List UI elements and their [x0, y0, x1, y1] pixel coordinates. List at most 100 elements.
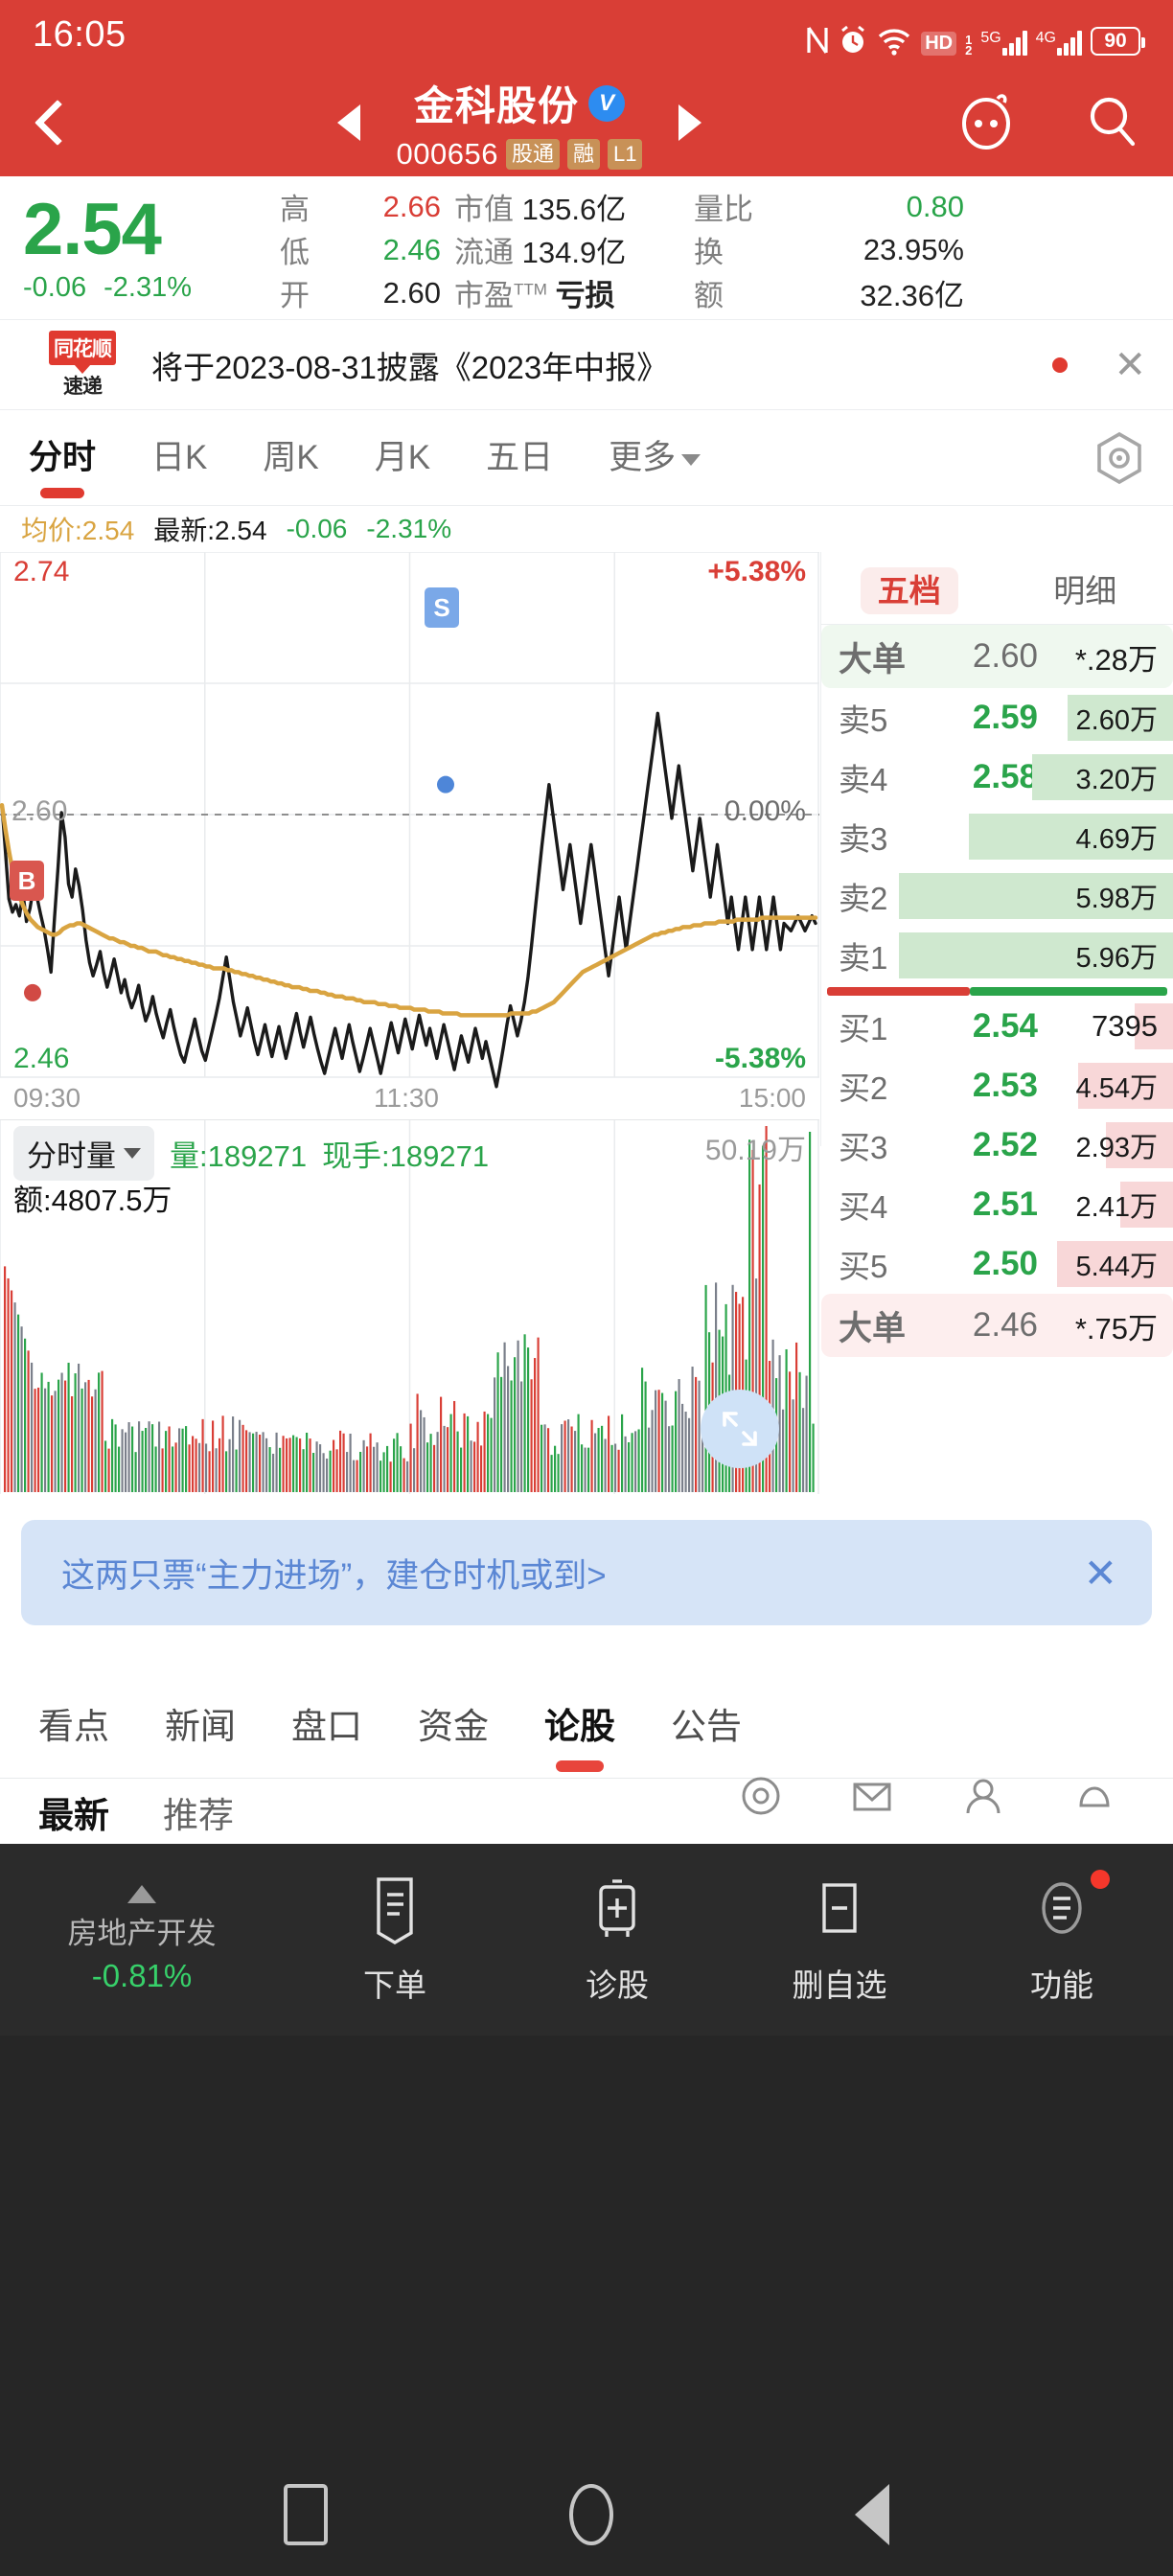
sell-row-1[interactable]: 卖1 2.55 5.96万 — [821, 926, 1173, 985]
tab-fiveday[interactable]: 五日 — [486, 439, 554, 476]
search-icon[interactable] — [1085, 94, 1138, 152]
sell-4-volume: 3.20万 — [1075, 765, 1158, 795]
tab-wudang[interactable]: 五档 — [821, 565, 998, 614]
remove-watchlist-button-label: 删自选 — [792, 1967, 887, 2003]
header-actions — [924, 91, 1173, 155]
buy-3-label: 买3 — [839, 1130, 888, 1165]
buy-2-volume: 4.54万 — [1075, 1073, 1158, 1104]
stat-value-high: 2.66 — [382, 189, 441, 223]
tab-weekk[interactable]: 周K — [263, 439, 319, 476]
chevron-left-icon — [34, 99, 81, 147]
wifi-icon — [876, 25, 912, 56]
sell-4-label: 卖4 — [839, 762, 888, 797]
sell-marker[interactable]: S — [425, 587, 459, 628]
buy-row-1[interactable]: 买1 2.54 7395 — [821, 997, 1173, 1056]
big-order-bottom[interactable]: 大单 2.46 *.75万 — [821, 1294, 1173, 1357]
buy-1-label: 买1 — [839, 1011, 888, 1046]
chevron-down-icon — [124, 1148, 141, 1159]
stat-row2-v2: 32.36亿 — [860, 279, 964, 312]
sector-name: 房地产开发 — [67, 1917, 217, 1950]
tab-xinwen[interactable]: 新闻 — [165, 1706, 236, 1746]
triangle-right-icon[interactable] — [678, 104, 702, 141]
buy-3-volume: 2.93万 — [1075, 1133, 1158, 1163]
bell-icon[interactable] — [1073, 1775, 1116, 1822]
tab-more[interactable]: 更多 — [609, 430, 702, 485]
close-icon[interactable]: ✕ — [1083, 1550, 1117, 1596]
sell-1-volume: 5.96万 — [1075, 943, 1158, 974]
tab-gonggao[interactable]: 公告 — [671, 1706, 742, 1746]
stock-title[interactable]: 金科股份 V 000656 股通 融 L1 — [397, 74, 643, 172]
buy-row-4[interactable]: 买4 2.51 2.41万 — [821, 1175, 1173, 1234]
alarm-icon — [839, 25, 867, 56]
big-order-top[interactable]: 大单 2.60 *.28万 — [821, 625, 1173, 688]
volume-max-label: 50.19万 — [704, 1135, 806, 1166]
chart-label-low-pct: -5.38% — [714, 1043, 806, 1074]
order-doc-icon — [377, 1877, 413, 1944]
settings-hex-icon[interactable] — [1094, 431, 1144, 485]
back-icon[interactable] — [855, 2484, 889, 2545]
person-icon[interactable] — [962, 1775, 1004, 1822]
robot-icon[interactable] — [959, 91, 1015, 155]
buy-2-label: 买2 — [839, 1070, 888, 1106]
volume-chart[interactable]: 分时量 量:189271 现手:189271 额:4807.5万 50.19万 — [0, 1119, 819, 1494]
tab-fenshi[interactable]: 分时 — [29, 430, 96, 485]
buy-row-2[interactable]: 买2 2.53 4.54万 — [821, 1056, 1173, 1116]
volume-bar — [1067, 695, 1173, 741]
close-icon[interactable]: ✕ — [1114, 343, 1146, 386]
intraday-chart[interactable]: 2.74 +5.38% 2.60 0.00% 2.46 -5.38% B S 0… — [0, 552, 819, 1119]
chart-label-low-price: 2.46 — [13, 1043, 70, 1074]
amount-label: 额:4807.5万 — [13, 1184, 172, 1217]
stat-row0-v1: 135.6亿 — [521, 193, 627, 226]
volume-type-chip[interactable]: 分时量 — [13, 1126, 154, 1181]
promo-banner[interactable]: 这两只票“主力进场”，建仓时机或到> ✕ — [21, 1520, 1152, 1625]
tab-monthk[interactable]: 月K — [374, 439, 431, 476]
buy-row-3[interactable]: 买3 2.52 2.93万 — [821, 1116, 1173, 1175]
home-icon[interactable] — [569, 2484, 613, 2545]
sell-5-volume: 2.60万 — [1075, 705, 1158, 736]
big-order-top-price: 2.60 — [972, 637, 1038, 675]
expand-icon[interactable] — [701, 1390, 779, 1468]
diagnose-button[interactable]: 诊股 — [506, 1874, 728, 2006]
stat-label-high: 高 — [280, 193, 310, 226]
functions-button[interactable]: 功能 — [951, 1870, 1173, 2006]
notice-bar[interactable]: 同花顺 速递 将于2023-08-31披露《2023年中报》 ✕ — [0, 320, 1173, 410]
sector-indicator[interactable]: 房地产开发 -0.81% — [0, 1885, 284, 1994]
quote-stats-grid: 高 2.66 市值 135.6亿 量比 0.80 低 2.46 流通 134.9… — [280, 185, 1156, 314]
sell-row-2[interactable]: 卖2 2.56 5.98万 — [821, 866, 1173, 926]
sell-1-label: 卖1 — [839, 940, 888, 976]
sell-row-4[interactable]: 卖4 2.58 3.20万 — [821, 748, 1173, 807]
ths-logo: 同花顺 速递 — [34, 330, 130, 400]
mail-icon[interactable] — [851, 1775, 893, 1822]
order-button-label: 下单 — [363, 1967, 426, 2003]
order-button[interactable]: 下单 — [284, 1874, 506, 2006]
chart-meta-row: 均价:2.54 最新:2.54 -0.06 -2.31% — [0, 506, 1173, 552]
tab-lungu[interactable]: 论股 — [544, 1697, 615, 1749]
tab-dayk[interactable]: 日K — [151, 439, 208, 476]
buy-marker[interactable]: B — [10, 861, 44, 901]
remove-watchlist-button[interactable]: 删自选 — [728, 1874, 951, 2006]
sub-tab-icons — [740, 1775, 1116, 1822]
tab-kandian[interactable]: 看点 — [38, 1706, 109, 1746]
stock-name: 金科股份 — [413, 83, 579, 128]
subtab-recommend[interactable]: 推荐 — [163, 1796, 234, 1835]
tab-pankou[interactable]: 盘口 — [291, 1706, 362, 1746]
stat-value-low: 2.46 — [382, 232, 441, 266]
volume-value-label: 量:189271 — [170, 1139, 308, 1173]
tab-mingxi[interactable]: 明细 — [1053, 572, 1117, 609]
hd-icon: HD — [921, 32, 957, 56]
triangle-left-icon[interactable] — [336, 104, 360, 141]
back-button[interactable] — [0, 99, 115, 147]
sell-4-price: 2.58 — [972, 758, 1038, 795]
stat-label-low: 低 — [280, 236, 310, 269]
sell-row-3[interactable]: 卖3 2.57 4.69万 — [821, 807, 1173, 866]
at-icon[interactable] — [740, 1775, 782, 1822]
sim-4g-icon: 4G — [1036, 31, 1082, 56]
recents-icon[interactable] — [284, 2484, 328, 2545]
x-tick-mid: 11:30 — [374, 1083, 439, 1113]
sell-row-5[interactable]: 卖5 2.59 2.60万 — [821, 688, 1173, 748]
subtab-latest[interactable]: 最新 — [38, 1796, 109, 1835]
tab-zijin[interactable]: 资金 — [418, 1706, 489, 1746]
buy-row-5[interactable]: 买5 2.50 5.44万 — [821, 1234, 1173, 1294]
